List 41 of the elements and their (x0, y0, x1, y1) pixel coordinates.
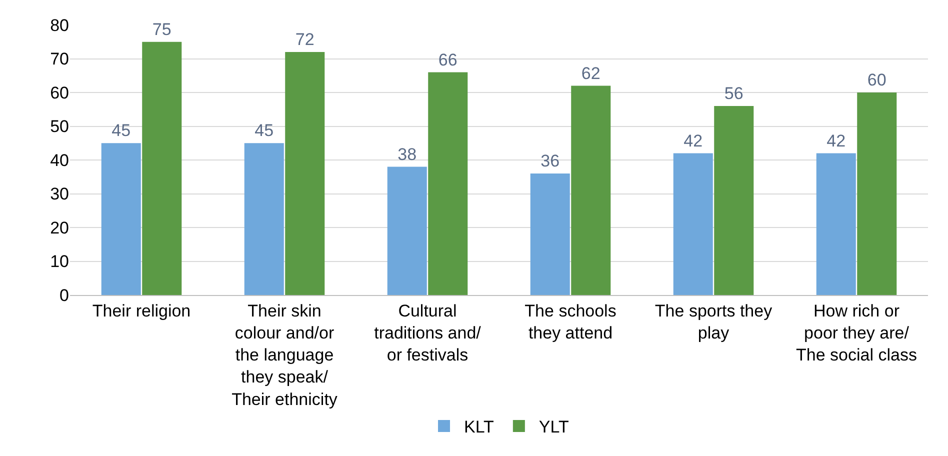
bar (101, 143, 141, 295)
data-label: 42 (826, 131, 846, 150)
bar (714, 106, 754, 295)
legend-label: KLT (464, 418, 494, 437)
y-tick-label: 30 (50, 184, 69, 204)
data-label: 56 (724, 84, 744, 103)
bar (816, 153, 856, 295)
bar (244, 143, 284, 295)
data-label: 66 (438, 50, 458, 70)
legend-label: YLT (538, 418, 569, 437)
y-tick-label: 40 (50, 150, 69, 170)
x-tick-label: Their religion (92, 301, 191, 320)
data-label: 42 (684, 131, 703, 150)
x-tick-label: Their skin colour and/or the language they speak/ Their ethnicity (232, 301, 338, 409)
y-tick-label: 20 (50, 218, 69, 238)
x-tick-label: How rich or poor they are/ The social class (796, 301, 917, 365)
y-tick-label: 50 (50, 117, 69, 136)
x-tick-label: The schools they attend (524, 301, 616, 342)
y-tick-label: 10 (50, 252, 69, 272)
bar (387, 166, 427, 295)
data-label: 75 (152, 20, 172, 39)
data-label: 45 (112, 121, 131, 140)
bar (571, 86, 611, 295)
data-label: 72 (295, 30, 314, 49)
data-label: 60 (867, 70, 886, 90)
bar (428, 72, 468, 295)
y-tick-label: 70 (50, 50, 69, 69)
bar (142, 42, 182, 295)
x-tick-label: The sports they play (654, 301, 773, 342)
bar (673, 153, 713, 295)
data-label: 38 (398, 144, 417, 164)
bar (530, 174, 570, 295)
data-label: 36 (540, 152, 560, 170)
bar (285, 52, 325, 295)
data-label: 62 (581, 64, 600, 83)
x-tick-label: Cultural traditions and/ or festivals (374, 301, 482, 365)
y-tick-label: 0 (60, 286, 69, 305)
bar (857, 92, 897, 295)
y-tick-label: 80 (50, 16, 69, 35)
y-tick-label: 60 (50, 83, 69, 102)
data-label: 45 (254, 121, 274, 140)
